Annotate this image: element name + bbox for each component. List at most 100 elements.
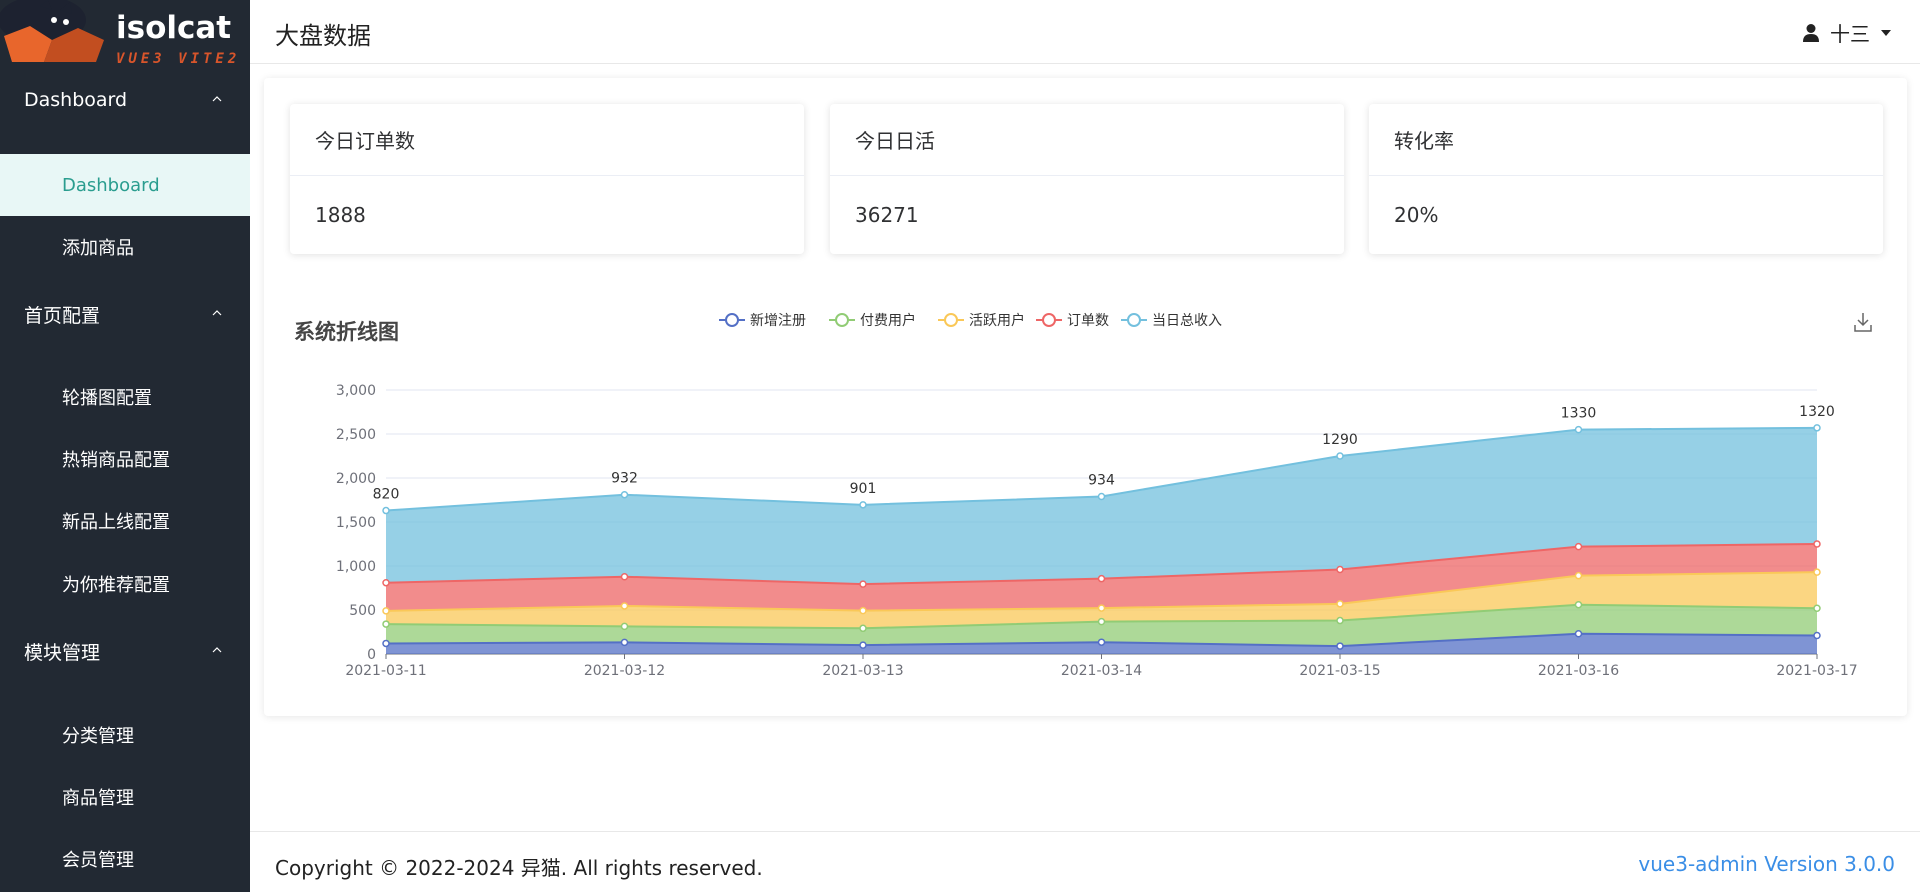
x-tick-label: 2021-03-15 [1299, 663, 1380, 679]
stacked-area-chart: 0 500 1,000 1,500 2,000 2,500 3,000 2021-03-11 2… [336, 312, 1872, 679]
sidebar-item-label: 添加商品 [62, 238, 134, 259]
series-area [386, 604, 1817, 647]
legend-label: 当日总收入 [1152, 313, 1222, 329]
data-point [1097, 638, 1106, 646]
copyright-text: Copyright © 2022-2024 异猫. All rights res… [275, 856, 763, 880]
sidebar-item-carousel-config[interactable]: 轮播图配置 [0, 366, 250, 428]
legend-marker [835, 313, 849, 327]
data-point [382, 578, 390, 587]
data-point [859, 606, 867, 615]
stat-card-label: 今日日活 [830, 104, 1344, 176]
legend-label: 新增注册 [750, 313, 806, 329]
sidebar-item-label: 分类管理 [62, 726, 134, 747]
data-point [1097, 604, 1106, 612]
dashboard-panel: 今日订单数 1888 今日日活 36271 转化率 20% 系统折线图 0 500… [264, 78, 1907, 716]
data-point [1813, 631, 1821, 640]
chevron-up-icon [212, 647, 222, 653]
data-point [382, 506, 390, 515]
sidebar: isolcat VUE3 VITE2 Dashboard Dashboard 添… [0, 0, 250, 892]
line-chart-section: 系统折线图 0 500 1,000 1,500 2,000 2,500 3,000 2021-… [264, 278, 1907, 708]
x-tick-label: 2021-03-16 [1538, 663, 1619, 679]
x-tick-label: 2021-03-12 [584, 663, 665, 679]
user-menu[interactable]: 十三 [1802, 18, 1892, 47]
data-point [1097, 492, 1106, 501]
data-label: 1330 [1561, 406, 1597, 422]
y-tick-label: 3,000 [336, 383, 376, 399]
menu-group-module-manage[interactable]: 模块管理 [0, 623, 250, 679]
caret-down-icon [1881, 29, 1891, 36]
sidebar-item-add-product[interactable]: 添加商品 [0, 216, 250, 278]
sidebar-item-label: 为你推荐配置 [62, 575, 170, 596]
legend-label: 订单数 [1067, 313, 1109, 329]
menu-group-dashboard[interactable]: Dashboard [0, 72, 250, 128]
sidebar-item-label: 热销商品配置 [62, 450, 170, 471]
data-point [382, 639, 390, 648]
page-title: 大盘数据 [275, 22, 371, 50]
y-tick-label: 2,500 [336, 427, 376, 443]
download-icon[interactable] [1854, 313, 1872, 332]
series-area [386, 572, 1817, 629]
menu-group-home-config[interactable]: 首页配置 [0, 286, 250, 342]
sidebar-item-label: 轮播图配置 [62, 388, 152, 409]
data-point [1574, 571, 1583, 580]
data-point [620, 602, 629, 610]
data-label: 932 [611, 471, 638, 487]
x-tick-label: 2021-03-13 [822, 663, 903, 679]
data-point [1574, 630, 1583, 638]
y-tick-label: 1,500 [336, 515, 376, 531]
data-point [859, 501, 867, 509]
header: 大盘数据 十三 [250, 0, 1920, 64]
sidebar-item-recommend-config[interactable]: 为你推荐配置 [0, 553, 250, 615]
chevron-up-icon [212, 310, 222, 316]
legend-marker [1042, 313, 1056, 327]
menu-group-label: 模块管理 [24, 641, 101, 664]
stat-card-conversion: 转化率 20% [1369, 104, 1883, 254]
series-area [386, 427, 1817, 585]
data-point [1813, 540, 1821, 548]
data-point [1574, 542, 1583, 551]
legend-label: 活跃用户 [969, 312, 1025, 329]
menu-group-label: 首页配置 [24, 304, 101, 327]
y-tick-label: 1,000 [336, 559, 376, 575]
cat-logo-icon [0, 0, 104, 62]
version-link[interactable]: vue3-admin Version 3.0.0 [1638, 852, 1895, 876]
sidebar-item-member-manage[interactable]: 会员管理 [0, 828, 250, 890]
sidebar-item-product-manage[interactable]: 商品管理 [0, 766, 250, 828]
legend-marker [1127, 313, 1141, 327]
sidebar-item-new-product-config[interactable]: 新品上线配置 [0, 490, 250, 552]
stat-card-value: 20% [1394, 203, 1439, 227]
sidebar-item-category-manage[interactable]: 分类管理 [0, 704, 250, 766]
data-point [1097, 617, 1106, 626]
sidebar-item-label: 会员管理 [62, 850, 134, 871]
sidebar-item-dashboard[interactable]: Dashboard [0, 154, 250, 216]
legend-item: 当日总收入 [1121, 313, 1222, 329]
stat-card-value: 1888 [315, 203, 366, 227]
data-point [1336, 600, 1344, 608]
logo-sub-text: VUE3 VITE2 [116, 51, 241, 67]
data-point [620, 622, 629, 631]
data-point [859, 624, 867, 633]
data-point [1813, 568, 1821, 576]
sidebar-item-label: 商品管理 [62, 788, 134, 809]
data-point [382, 607, 390, 615]
data-point [1336, 642, 1344, 650]
data-label: 820 [373, 487, 400, 503]
x-tick-label: 2021-03-17 [1776, 663, 1857, 679]
data-point [1813, 424, 1821, 432]
stat-card-label: 今日订单数 [290, 104, 804, 176]
sidebar-item-hot-product-config[interactable]: 热销商品配置 [0, 428, 250, 490]
user-name: 十三 [1830, 22, 1870, 46]
data-label: 901 [850, 481, 877, 497]
data-point [859, 641, 867, 649]
chevron-up-icon [212, 96, 222, 102]
logo[interactable]: isolcat VUE3 VITE2 [0, 0, 250, 67]
data-point [1097, 574, 1106, 583]
data-point [1813, 604, 1821, 612]
data-point [1336, 565, 1344, 574]
stat-card-value: 36271 [855, 203, 919, 227]
y-tick-label: 0 [367, 647, 376, 663]
sidebar-item-label: Dashboard [62, 174, 160, 196]
legend-item: 活跃用户 [938, 312, 1025, 329]
download-icon-shape [1854, 313, 1872, 332]
data-label: 934 [1088, 472, 1115, 488]
